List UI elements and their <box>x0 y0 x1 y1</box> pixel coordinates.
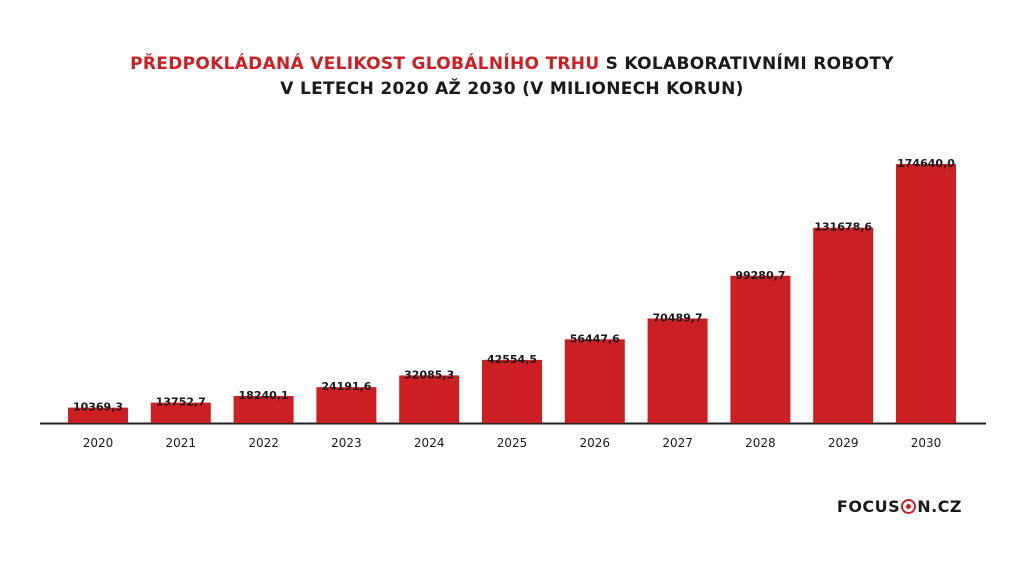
x-tick-2024: 2024 <box>414 436 445 450</box>
bar-2025 <box>482 359 542 423</box>
x-tick-2021: 2021 <box>166 436 197 450</box>
bar-2020 <box>68 407 128 423</box>
x-tick-2027: 2027 <box>662 436 693 450</box>
title-highlight: PŘEDPOKLÁDANÁ VELIKOST GLOBÁLNÍHO TRHU <box>130 54 600 74</box>
logo-text-start: FOCUS <box>836 497 901 516</box>
x-tick-2025: 2025 <box>497 436 528 450</box>
x-tick-2030: 2030 <box>911 436 942 450</box>
data-label-2029: 131678,6 <box>814 221 872 234</box>
bar-2026 <box>564 339 625 423</box>
logo-target-icon <box>901 499 917 514</box>
x-tick-2020: 2020 <box>83 436 114 450</box>
data-label-2028: 99280,7 <box>735 269 785 282</box>
bar-2027 <box>647 318 708 423</box>
title-rest: S KOLABORATIVNÍMI ROBOTY <box>599 54 894 74</box>
bar-2024 <box>399 375 460 423</box>
data-label-2025: 42554,5 <box>487 353 537 366</box>
title-line-1: PŘEDPOKLÁDANÁ VELIKOST GLOBÁLNÍHO TRHU S… <box>0 52 1024 77</box>
focuson-logo: FOCUS N.CZ <box>837 497 962 516</box>
bar-2022 <box>233 395 294 423</box>
data-label-2020: 10369,3 <box>73 401 123 414</box>
bar-2023 <box>316 387 377 423</box>
bar-2029 <box>813 227 874 423</box>
bar-2021 <box>150 402 211 423</box>
logo-text-end: N.CZ <box>917 497 962 516</box>
bar-2028 <box>730 275 791 423</box>
data-label-2021: 13752,7 <box>156 396 206 409</box>
x-tick-2022: 2022 <box>248 436 279 450</box>
x-tick-2029: 2029 <box>828 436 859 450</box>
title-line-2: V LETECH 2020 AŽ 2030 (V MILIONECH KORUN… <box>280 79 744 99</box>
bar-2030 <box>896 164 956 423</box>
data-label-2023: 24191,6 <box>321 380 371 393</box>
data-label-2027: 70489,7 <box>653 311 703 324</box>
chart-title: PŘEDPOKLÁDANÁ VELIKOST GLOBÁLNÍHO TRHU S… <box>0 52 1024 102</box>
x-tick-2026: 2026 <box>580 436 611 450</box>
data-label-2030: 174640,0 <box>897 157 955 170</box>
data-label-2022: 18240,1 <box>239 389 289 402</box>
x-tick-2023: 2023 <box>331 436 362 450</box>
data-label-2024: 32085,3 <box>404 368 454 381</box>
data-label-2026: 56447,6 <box>570 332 620 345</box>
x-tick-2028: 2028 <box>745 436 776 450</box>
